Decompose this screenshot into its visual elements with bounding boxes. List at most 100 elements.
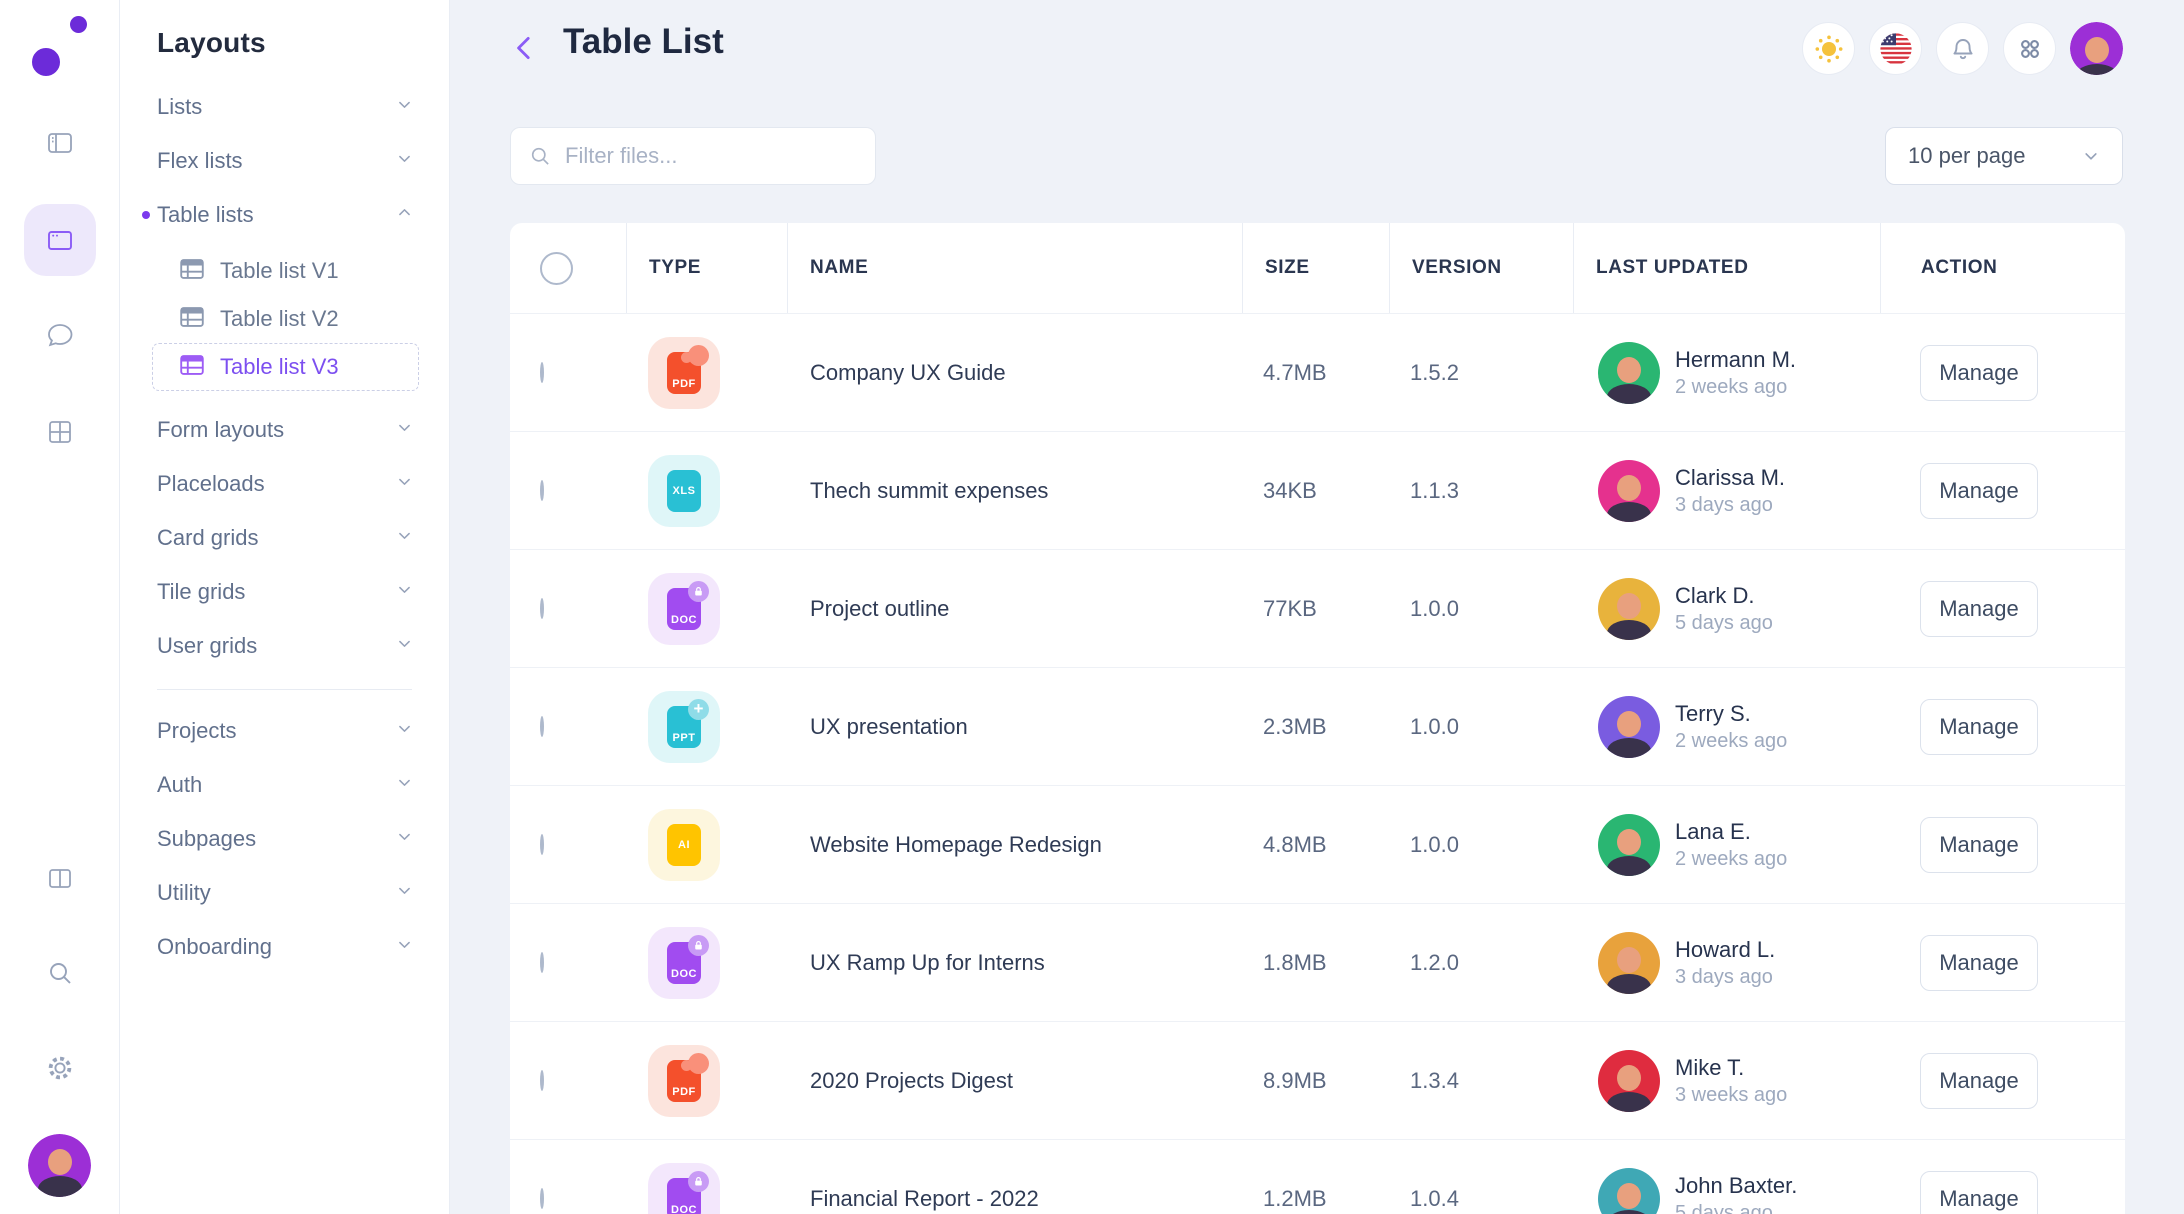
row-checkbox[interactable] (540, 715, 544, 737)
chevron-down-icon (399, 725, 410, 732)
sidebar-item-form-layouts[interactable]: Form layouts (120, 403, 449, 457)
table-row: DOC Project outline 77KB 1.0.0 Clark D. 5 day… (510, 549, 2125, 667)
manage-button[interactable]: Manage (1920, 462, 2038, 519)
row-type-cell: DOC (626, 1162, 787, 1214)
sidebar-item-placeloads[interactable]: Placeloads (120, 457, 449, 511)
columns-icon[interactable] (24, 842, 96, 914)
file-size: 4.8MB (1263, 831, 1327, 857)
manage-button[interactable]: Manage (1920, 344, 2038, 401)
file-name: Thech summit expenses (810, 477, 1049, 503)
brand-logo[interactable] (32, 16, 90, 78)
row-checkbox[interactable] (540, 1069, 544, 1091)
sidebar-item-user-grids[interactable]: User grids (120, 619, 449, 673)
avatar-head (1617, 356, 1641, 383)
sidebar-item-utility[interactable]: Utility (120, 866, 449, 920)
row-checkbox[interactable] (540, 361, 544, 383)
chevron-down-icon (394, 633, 415, 659)
manage-button[interactable]: Manage (1920, 816, 2038, 873)
sidebar-item-projects[interactable]: Projects (120, 704, 449, 758)
chevron-down-icon (394, 148, 415, 174)
side-panel-icon[interactable] (24, 107, 96, 179)
user-info: Lana E. 2 weeks ago (1675, 817, 1787, 872)
sidebar-item-card-grids[interactable]: Card grids (120, 511, 449, 565)
table-icon (180, 306, 204, 327)
sidebar-item-table-lists[interactable]: Table lists (120, 188, 449, 242)
window-layout-icon-active[interactable] (24, 204, 96, 276)
chat-bubble-icon[interactable] (24, 299, 96, 371)
row-checkbox[interactable] (540, 951, 544, 973)
sidebar-item-lists[interactable]: Lists (120, 80, 449, 134)
column-header-type: TYPE (626, 223, 787, 313)
apps-dots-icon[interactable] (2003, 22, 2056, 75)
row-checkbox[interactable] (540, 597, 544, 619)
back-button[interactable] (507, 30, 543, 66)
row-type-cell: XLS (626, 454, 787, 527)
sidebar-subitem-table-list-v2[interactable]: Table list V2 (152, 295, 419, 343)
manage-button[interactable]: Manage (1920, 1052, 2038, 1109)
updated-time: 2 weeks ago (1675, 376, 1788, 398)
file-type-icon-pdf: PDF (648, 1044, 720, 1117)
avatar-head (1617, 474, 1641, 501)
us-flag-language-icon[interactable] (1869, 22, 1922, 75)
topbar-user-avatar[interactable] (2070, 22, 2123, 75)
file-type-label: DOC (671, 1203, 697, 1214)
file-doc-shape: AI (667, 823, 701, 866)
file-badge-plus-icon: + (688, 698, 709, 720)
bell-notifications-icon[interactable] (1936, 22, 1989, 75)
avatar-head (1617, 710, 1641, 737)
row-checkbox[interactable] (540, 833, 544, 855)
chevron-up-icon (394, 202, 415, 228)
file-doc-shape: DOC (667, 580, 709, 630)
file-doc-shape: PDF (667, 344, 709, 394)
manage-button[interactable]: Manage (1920, 580, 2038, 637)
sidebar-item-label: Onboarding (157, 934, 272, 959)
file-name: UX Ramp Up for Interns (810, 949, 1045, 975)
row-action-cell: Manage (1880, 1170, 2125, 1214)
manage-button[interactable]: Manage (1920, 698, 2038, 755)
row-select-cell (510, 833, 626, 855)
user-name: Clark D. (1675, 583, 1755, 608)
user-name: John Baxter. (1675, 1173, 1798, 1198)
sidebar-item-onboarding[interactable]: Onboarding (120, 920, 449, 974)
file-type-label: AI (678, 838, 690, 851)
row-type-cell: PDF (626, 1044, 787, 1117)
active-dot (142, 211, 150, 219)
sun-theme-icon[interactable] (1802, 22, 1855, 75)
chevron-down-icon (394, 772, 415, 798)
user-avatar (1598, 341, 1660, 404)
table-row: XLS Thech summit expenses 34KB 1.1.3 Clariss… (510, 431, 2125, 549)
sidebar-item-subpages[interactable]: Subpages (120, 812, 449, 866)
avatar (28, 1134, 91, 1197)
manage-button[interactable]: Manage (1920, 1170, 2038, 1214)
sidebar-item-flex-lists[interactable]: Flex lists (120, 134, 449, 188)
file-version: 1.3.4 (1410, 1067, 1459, 1093)
per-page-select[interactable]: 10 per page (1885, 127, 2123, 185)
table-header-row: TYPE NAME SIZE VERSION LAST UPDATED ACTI… (510, 223, 2125, 313)
row-checkbox[interactable] (540, 1187, 544, 1209)
sidebar-item-auth[interactable]: Auth (120, 758, 449, 812)
user-avatar (1598, 459, 1660, 522)
sidebar-subitem-table-list-v1[interactable]: Table list V1 (152, 247, 419, 295)
row-select-cell (510, 715, 626, 737)
row-action-cell: Manage (1880, 698, 2125, 755)
search-icon[interactable] (24, 937, 96, 1009)
select-all-checkbox[interactable] (540, 251, 573, 285)
file-badge-lock-icon (688, 580, 709, 602)
sidebar-subitem-table-list-v3[interactable]: Table list V3 (152, 343, 419, 391)
sidebar-user-avatar[interactable] (28, 1134, 91, 1197)
manage-button[interactable]: Manage (1920, 934, 2038, 991)
filter-files-input[interactable] (565, 128, 875, 184)
sidebar-item-tile-grids[interactable]: Tile grids (120, 565, 449, 619)
row-checkbox[interactable] (540, 479, 544, 501)
avatar-body (1607, 973, 1651, 994)
updated-time: 3 days ago (1675, 494, 1773, 516)
table-icon (180, 354, 204, 375)
table-row: PPT + UX presentation 2.3MB 1.0.0 Terry S. 2 w… (510, 667, 2125, 785)
updated-time: 5 days ago (1675, 612, 1773, 634)
settings-gear-icon[interactable] (24, 1032, 96, 1104)
last-updated-cell: Howard L. 3 days ago (1573, 931, 1880, 994)
sidebar-item-label: Placeloads (157, 471, 265, 496)
file-name: UX presentation (810, 713, 968, 739)
grid-2x2-icon[interactable] (24, 396, 96, 468)
avatar-body (1607, 619, 1651, 640)
